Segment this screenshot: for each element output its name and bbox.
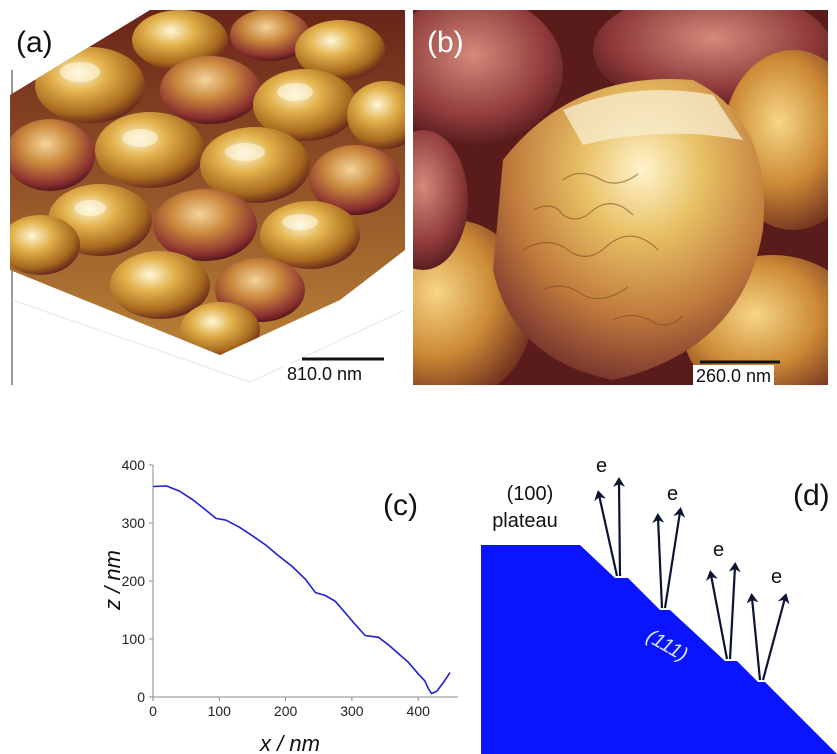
crystal-cross-section <box>481 545 837 754</box>
electron-arrow <box>761 593 790 681</box>
y-tick-label: 0 <box>137 689 145 705</box>
scale-bar-label-b: 260.0 nm <box>693 365 775 385</box>
y-tick-label: 400 <box>122 457 146 473</box>
x-tick-label: 300 <box>340 703 364 719</box>
afm-image-b: (b) 260.0 nm <box>413 10 828 385</box>
panel-label-d: (d) <box>793 479 830 512</box>
y-axis-label: z / nm <box>100 550 125 611</box>
electron-label: e <box>596 455 607 477</box>
electron-label: e <box>771 566 782 588</box>
plateau-label-line2: plateau <box>492 510 558 532</box>
electron-arrow <box>746 593 762 681</box>
profile-line <box>152 485 451 695</box>
afm-surface-a <box>10 10 406 385</box>
x-tick-label: 0 <box>149 703 157 719</box>
afm-surface-b <box>413 10 828 385</box>
x-tick-label: 200 <box>274 703 298 719</box>
electron-arrow <box>728 562 741 660</box>
electron-arrows <box>594 477 790 681</box>
electron-arrow <box>652 513 665 609</box>
panel-label-a: (a) <box>16 26 53 59</box>
x-tick-label: 400 <box>407 703 431 719</box>
scale-bar-label-a: 810.0 nm <box>284 363 366 385</box>
electron-arrow <box>613 477 626 577</box>
afm-image-a: (a) 810.0 nm <box>10 10 406 385</box>
panel-label-b: (b) <box>427 26 464 59</box>
y-tick-label: 300 <box>122 515 146 531</box>
facet-schematic: (100) plateau (111) (d) e e e e <box>481 455 837 754</box>
profile-chart: 0 100 200 300 400 0 100 200 300 400 (c) x / nm z … <box>100 457 458 754</box>
electron-label: e <box>713 539 724 561</box>
x-tick-label: 100 <box>208 703 232 719</box>
y-tick-label: 200 <box>122 573 146 589</box>
plateau-label-line1: (100) <box>507 483 554 505</box>
electron-label: e <box>667 483 678 505</box>
chart-ticks: 0 100 200 300 400 0 100 200 300 400 <box>122 457 430 719</box>
chart-series <box>152 485 451 695</box>
y-tick-label: 100 <box>122 631 146 647</box>
x-axis-label: x / nm <box>259 731 320 754</box>
electron-arrow <box>594 490 619 577</box>
panel-label-c: (c) <box>383 489 418 522</box>
electron-arrow <box>706 570 729 660</box>
electron-arrow <box>663 507 686 609</box>
